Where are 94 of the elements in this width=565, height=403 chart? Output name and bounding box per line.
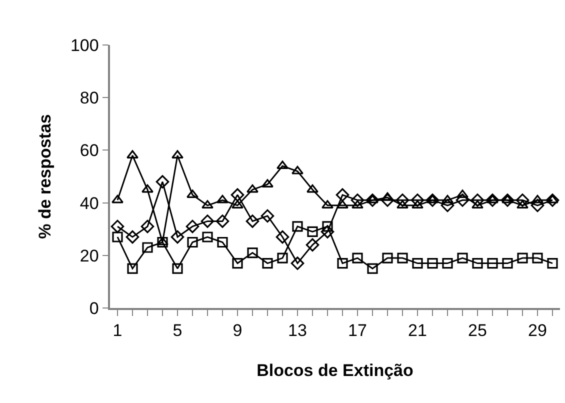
x-tick-label: 1: [112, 321, 122, 340]
point: [202, 232, 213, 242]
point: [140, 220, 154, 234]
point: [472, 258, 483, 269]
point: [516, 194, 530, 207]
point: [217, 236, 228, 248]
point: [276, 230, 290, 244]
point: [350, 194, 364, 207]
point: [306, 184, 318, 193]
point: [232, 200, 244, 208]
y-tick-label: 20: [80, 246, 99, 266]
point: [442, 258, 453, 269]
point: [547, 258, 558, 269]
point: [276, 160, 288, 170]
point: [277, 252, 288, 264]
point: [322, 200, 334, 208]
point: [470, 194, 484, 207]
x-tick-label: 21: [408, 321, 427, 340]
point: [247, 247, 258, 258]
point: [502, 258, 513, 269]
y-tick-label: 40: [80, 194, 99, 213]
point: [516, 200, 528, 208]
x-axis-title: Blocos de Extinção: [256, 361, 414, 380]
point: [290, 256, 304, 270]
point: [232, 258, 243, 269]
point: [216, 194, 228, 204]
x-tick-label: 13: [288, 321, 307, 340]
point: [352, 252, 363, 264]
point: [157, 236, 168, 248]
point: [427, 258, 438, 269]
point: [396, 194, 410, 207]
point: [187, 236, 198, 248]
point: [396, 200, 408, 208]
x-tick-label: 17: [348, 321, 367, 340]
point: [530, 198, 544, 212]
point: [472, 200, 484, 208]
x-tick-label: 29: [528, 321, 547, 340]
point: [517, 252, 528, 264]
point: [200, 214, 214, 228]
point: [260, 209, 274, 223]
point: [110, 220, 124, 234]
point: [142, 242, 153, 253]
point: [126, 150, 138, 159]
point: [532, 194, 544, 204]
point: [230, 188, 244, 202]
point: [156, 236, 168, 246]
point: [306, 238, 320, 252]
point: [367, 263, 378, 274]
point: [412, 258, 423, 269]
point: [112, 232, 123, 242]
point: [336, 200, 348, 208]
point: [307, 226, 318, 238]
point: [112, 194, 124, 204]
point: [337, 258, 348, 269]
x-tick-label: 5: [172, 321, 182, 340]
point: [186, 220, 200, 234]
point: [532, 252, 543, 264]
point: [126, 230, 140, 244]
point: [172, 263, 183, 274]
point: [172, 150, 184, 159]
x-tick-label: 25: [468, 321, 487, 340]
point: [397, 252, 408, 264]
point: [456, 194, 470, 207]
point: [440, 198, 454, 212]
y-tick-label: 0: [89, 298, 99, 318]
point: [320, 225, 334, 238]
y-tick-label: 60: [80, 141, 99, 160]
y-tick-label: 100: [70, 36, 99, 55]
y-axis-title: % de respostas: [36, 114, 55, 239]
point: [292, 166, 304, 174]
point: [156, 175, 170, 188]
point: [442, 194, 454, 204]
point: [246, 214, 260, 228]
point: [352, 200, 364, 208]
point: [412, 200, 424, 208]
point: [382, 252, 393, 264]
point: [262, 179, 274, 188]
point: [487, 258, 498, 269]
point: [292, 221, 303, 232]
x-tick-label: 9: [232, 321, 242, 340]
point: [127, 263, 138, 274]
point: [380, 194, 394, 207]
point: [336, 188, 350, 202]
point: [246, 184, 258, 193]
point: [202, 200, 214, 208]
point: [170, 230, 184, 244]
point: [216, 214, 230, 228]
point: [142, 184, 154, 193]
y-tick-label: 80: [80, 88, 99, 108]
point: [262, 258, 273, 269]
point: [456, 190, 468, 198]
point: [457, 252, 468, 264]
point: [410, 194, 424, 207]
point: [186, 190, 198, 198]
